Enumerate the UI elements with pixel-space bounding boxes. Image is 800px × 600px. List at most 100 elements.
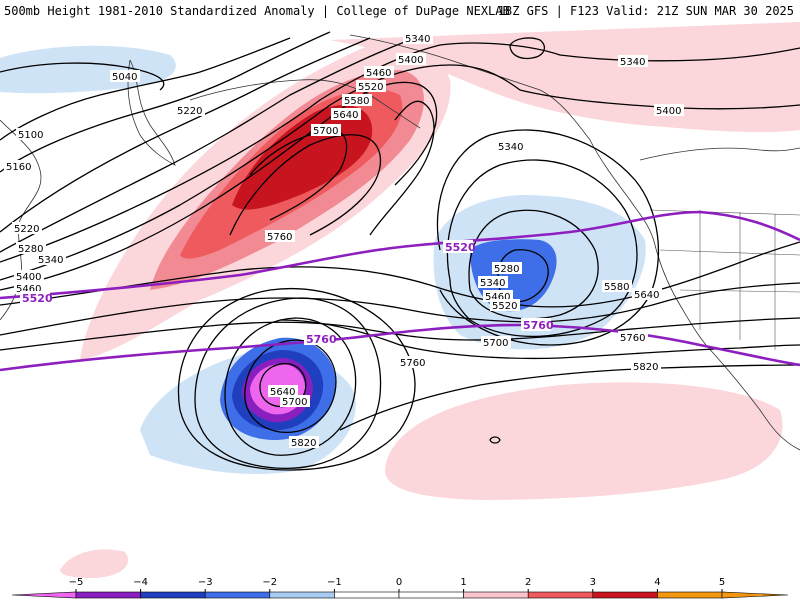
- contour-5340-loop: [509, 37, 546, 60]
- contour-cutoff-4: [194, 297, 382, 470]
- svg-text:5640: 5640: [270, 387, 295, 398]
- svg-text:5040: 5040: [112, 72, 137, 83]
- label-5340-right: 5340: [618, 55, 648, 68]
- svg-text:5460: 5460: [366, 68, 391, 79]
- svg-text:5760: 5760: [306, 333, 337, 346]
- contour-5340: [0, 42, 800, 263]
- label-5820: 5820: [631, 360, 661, 373]
- contour-5220: [0, 37, 371, 233]
- colorbar-tick-labels: −5 −4 −3 −2 −1 0 1 2 3 4 5: [69, 577, 725, 592]
- contour-cutoff-3: [224, 317, 357, 456]
- contour-labels: 5040 5100 5160 5220 5220 5280 5340 5400 …: [4, 32, 684, 449]
- label-5100: 5100: [16, 128, 46, 141]
- label-5520-top: 5520: [356, 80, 386, 93]
- svg-text:5580: 5580: [604, 282, 629, 293]
- colorbar-tick-3: −2: [262, 577, 277, 588]
- colorbar-segment-4: [334, 591, 400, 599]
- svg-text:5820: 5820: [633, 362, 658, 373]
- label-5400-a: 5400: [14, 270, 44, 283]
- colorbar-segment-9: [657, 591, 723, 599]
- svg-text:5700: 5700: [313, 126, 338, 137]
- label-5700-mid: 5700: [481, 336, 511, 349]
- anomaly-map: 5040 5100 5160 5220 5220 5280 5340 5400 …: [0, 22, 800, 578]
- label-5580-top: 5580: [342, 94, 372, 107]
- label-5820-cutoff: 5820: [289, 436, 319, 449]
- header: 500mb Height 1981-2010 Standardized Anom…: [0, 0, 800, 22]
- highlight-labels: 5520 5520 5760 5760: [20, 240, 554, 346]
- colorbar-tick-0: −5: [69, 577, 84, 588]
- colorbar-segments: [11, 591, 789, 599]
- svg-text:5340: 5340: [405, 34, 430, 45]
- run-valid-time: 18Z GFS | F123 Valid: 21Z SUN MAR 30 202…: [497, 4, 794, 18]
- colorbar-tick-5: 0: [396, 577, 402, 588]
- colorbar-segment-7: [527, 591, 594, 599]
- contour-5160: [0, 31, 331, 173]
- contour-5700-ridge: [249, 129, 348, 221]
- label-5460-top: 5460: [364, 66, 394, 79]
- svg-text:5460: 5460: [485, 292, 510, 303]
- label-5340-mid: 5340: [496, 140, 526, 153]
- svg-text:5280: 5280: [18, 244, 43, 255]
- label-5160: 5160: [4, 160, 34, 173]
- svg-text:5520: 5520: [445, 241, 476, 254]
- label-5700-top: 5700: [311, 124, 341, 137]
- pos-anomaly-hawaii: [385, 382, 783, 500]
- label-5340-mid2: 5340: [478, 276, 508, 289]
- svg-text:5760: 5760: [400, 358, 425, 369]
- contour-trough-3: [446, 159, 638, 338]
- pos-anomaly-sw: [60, 549, 129, 578]
- contour-trough-4: [436, 129, 659, 346]
- contour-5760-highlight: [0, 323, 800, 372]
- coast-kamchatka: [127, 59, 176, 166]
- label-5580-mid: 5580: [602, 280, 632, 293]
- colorbar-tick-1: −4: [133, 577, 148, 588]
- label-5340-top: 5340: [403, 32, 433, 45]
- svg-text:5280: 5280: [494, 264, 519, 275]
- label-5520-mid: 5520: [490, 299, 520, 312]
- label-5760-ridge: 5760: [265, 230, 295, 243]
- label-5640-mid: 5640: [632, 288, 662, 301]
- label-5760-highlight-mid: 5760: [521, 318, 554, 332]
- colorbar-segment-5: [398, 591, 464, 599]
- label-5280-mid: 5280: [492, 262, 522, 275]
- svg-text:5520: 5520: [358, 82, 383, 93]
- contour-5760-ridge: [229, 134, 382, 236]
- colorbar-tick-6: 1: [460, 577, 466, 588]
- label-5520-highlight-mid: 5520: [443, 240, 476, 254]
- label-5640-cutoff: 5640: [268, 385, 298, 398]
- svg-text:5580: 5580: [344, 96, 369, 107]
- label-5760-highlight-left: 5760: [304, 332, 337, 346]
- contour-cutoff-outer: [177, 288, 416, 471]
- label-5220-b: 5220: [12, 222, 42, 235]
- svg-text:5760: 5760: [620, 333, 645, 344]
- svg-text:5640: 5640: [333, 110, 358, 121]
- colorbar-segment-1: [140, 591, 206, 599]
- colorbar-arrow-right: [721, 591, 789, 599]
- colorbar-tick-9: 4: [654, 577, 660, 588]
- colorbar-arrow-left: [11, 591, 77, 599]
- svg-text:5340: 5340: [620, 57, 645, 68]
- contour-5820: [339, 364, 800, 431]
- label-5700-cutoff: 5700: [280, 395, 310, 408]
- svg-text:5820: 5820: [291, 438, 316, 449]
- label-5220-a: 5220: [175, 104, 205, 117]
- contour-hawaii-loop: [489, 436, 501, 444]
- label-5760-mid: 5760: [618, 331, 648, 344]
- label-5280: 5280: [16, 242, 46, 255]
- svg-text:5760: 5760: [267, 232, 292, 243]
- contour-5640: [0, 282, 800, 336]
- colorbar-segment-6: [463, 591, 529, 599]
- colorbar-segment-2: [204, 591, 271, 599]
- colorbar-tick-8: 3: [590, 577, 596, 588]
- label-5520-highlight-left: 5520: [20, 291, 53, 305]
- coastlines: [0, 34, 800, 451]
- svg-text:5760: 5760: [523, 319, 554, 332]
- label-5400-right: 5400: [654, 104, 684, 117]
- svg-text:5220: 5220: [14, 224, 39, 235]
- coast-inland: [639, 147, 800, 161]
- svg-text:5520: 5520: [492, 301, 517, 312]
- svg-text:5100: 5100: [18, 130, 43, 141]
- svg-text:5400: 5400: [16, 272, 41, 283]
- contour-5760: [279, 319, 800, 360]
- svg-text:5640: 5640: [634, 290, 659, 301]
